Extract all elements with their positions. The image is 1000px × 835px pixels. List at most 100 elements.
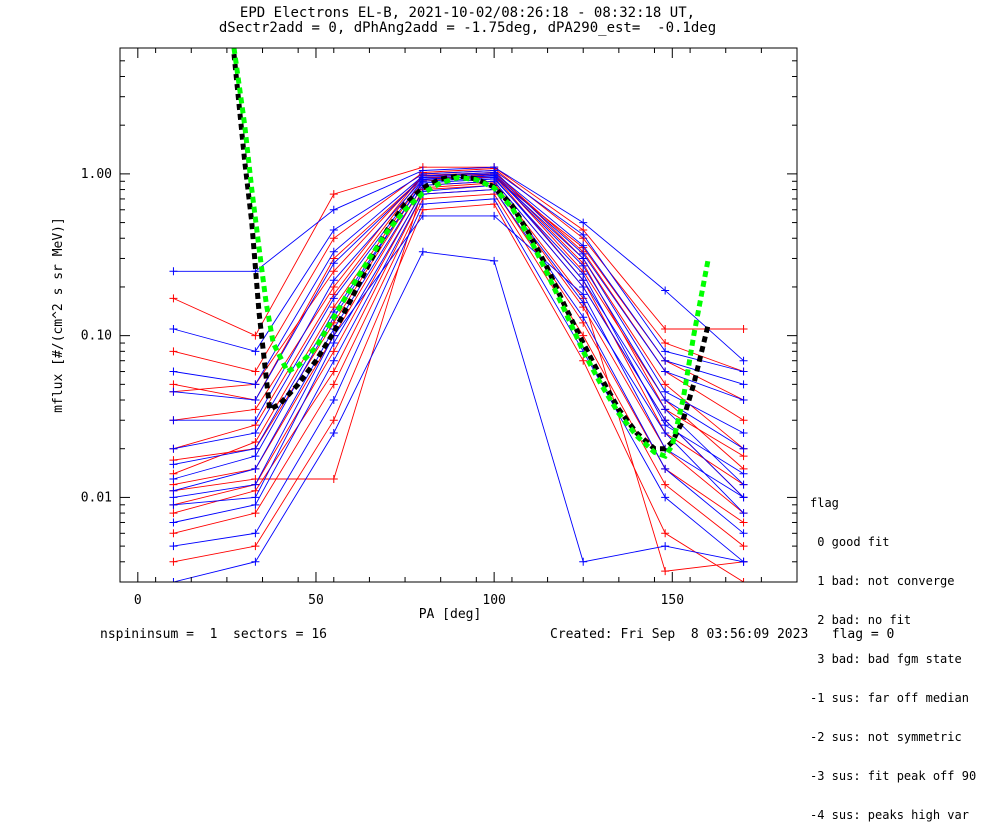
- data-point: [579, 261, 588, 270]
- legend-line: 1 bad: not converge: [810, 574, 955, 588]
- data-point: [661, 464, 670, 473]
- data-point: [661, 339, 670, 348]
- data-point: [329, 429, 338, 438]
- data-point: [490, 172, 499, 181]
- series-line: [173, 170, 744, 450]
- plot-frame: [119, 47, 798, 583]
- x-axis-label: PA [deg]: [419, 607, 482, 622]
- series-line: [173, 184, 744, 514]
- data-point: [490, 256, 499, 265]
- data-point: [329, 205, 338, 214]
- data-point: [579, 254, 588, 263]
- data-point: [739, 529, 748, 538]
- data-point: [329, 247, 338, 256]
- data-point: [661, 347, 670, 356]
- series-line: [173, 215, 744, 498]
- data-point: [251, 438, 260, 447]
- data-point: [251, 452, 260, 461]
- data-point: [169, 416, 178, 425]
- data-point: [169, 460, 178, 469]
- data-point: [169, 324, 178, 333]
- data-point: [251, 416, 260, 425]
- y-tick-label: 0.01: [81, 490, 112, 505]
- data-series: [169, 163, 748, 340]
- data-series: [169, 171, 748, 453]
- footer-spin-info: nspininsum = 1 sectors = 16: [100, 627, 327, 642]
- data-point: [579, 282, 588, 291]
- y-axis-label: mflux [#/(cm^2 s sr MeV)]: [51, 217, 66, 413]
- data-point: [329, 474, 338, 483]
- data-series: [169, 169, 748, 473]
- data-point: [329, 267, 338, 276]
- data-point: [329, 347, 338, 356]
- data-point: [418, 211, 427, 220]
- data-point: [251, 444, 260, 453]
- data-point: [169, 500, 178, 509]
- data-point: [169, 486, 178, 495]
- fit-curve-black: [231, 53, 711, 452]
- y-tick-label: 1.00: [81, 167, 112, 182]
- data-point: [579, 218, 588, 227]
- data-point: [739, 324, 748, 333]
- data-point: [579, 270, 588, 279]
- data-point: [739, 557, 748, 566]
- axis-layer: 0 50 100 150 0.01 0.10 1.00: [81, 47, 798, 608]
- data-point: [661, 396, 670, 405]
- data-point: [739, 509, 748, 518]
- data-series: [169, 247, 748, 582]
- data-point: [251, 331, 260, 340]
- chart-subtitle: dSectr2add = 0, dPhAng2add = -1.75deg, d…: [218, 20, 717, 36]
- series-line: [173, 172, 744, 385]
- data-point: [418, 174, 427, 183]
- data-point: [661, 367, 670, 376]
- data-point: [661, 380, 670, 389]
- y-tick-label: 0.10: [81, 329, 112, 344]
- data-point: [329, 396, 338, 405]
- series-line: [173, 180, 744, 498]
- data-point: [739, 452, 748, 461]
- x-tick-label: 50: [308, 593, 324, 608]
- legend-line: -3 sus: fit peak off 90: [810, 769, 977, 783]
- data-series: [169, 174, 748, 478]
- data-point: [739, 380, 748, 389]
- footer-created-info: Created: Fri Sep 8 03:56:09 2023 flag = …: [550, 627, 895, 642]
- data-point: [169, 387, 178, 396]
- data-point: [739, 578, 748, 582]
- data-point: [329, 380, 338, 389]
- x-tick-label: 100: [482, 593, 505, 608]
- legend-line: 2 bad: no fit: [810, 613, 912, 627]
- data-point: [739, 416, 748, 425]
- data-series: [169, 190, 748, 551]
- data-point: [739, 356, 748, 365]
- series-line: [173, 170, 744, 372]
- data-point: [661, 405, 670, 414]
- data-point: [579, 230, 588, 239]
- data-point: [739, 367, 748, 376]
- data-point: [579, 313, 588, 322]
- data-point: [251, 493, 260, 502]
- data-point: [739, 493, 748, 502]
- data-point: [490, 211, 499, 220]
- series-line: [173, 193, 744, 547]
- data-point: [329, 339, 338, 348]
- data-point: [251, 380, 260, 389]
- data-point: [739, 542, 748, 551]
- data-point: [169, 347, 178, 356]
- data-point: [661, 480, 670, 489]
- data-point: [579, 298, 588, 307]
- data-point: [251, 405, 260, 414]
- data-point: [739, 444, 748, 453]
- data-point: [329, 356, 338, 365]
- data-point: [661, 356, 670, 365]
- data-point: [661, 387, 670, 396]
- data-point: [579, 356, 588, 365]
- data-point: [251, 367, 260, 376]
- chart-title: EPD Electrons EL-B, 2021-10-02/08:26:18 …: [239, 5, 696, 21]
- data-point: [169, 367, 178, 376]
- data-point: [329, 259, 338, 268]
- data-point: [169, 509, 178, 518]
- legend-line: 3 bad: bad fgm state: [810, 652, 962, 666]
- series-line: [173, 251, 744, 582]
- data-point: [169, 380, 178, 389]
- data-point: [739, 469, 748, 478]
